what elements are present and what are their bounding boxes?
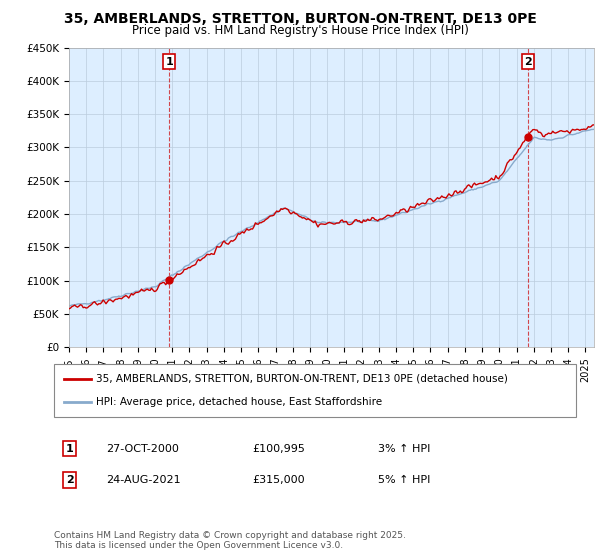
Text: 1: 1 (66, 444, 74, 454)
Text: Contains HM Land Registry data © Crown copyright and database right 2025.
This d: Contains HM Land Registry data © Crown c… (54, 531, 406, 550)
Text: 27-OCT-2000: 27-OCT-2000 (106, 444, 179, 454)
Text: £315,000: £315,000 (253, 475, 305, 485)
Text: 35, AMBERLANDS, STRETTON, BURTON-ON-TRENT, DE13 0PE: 35, AMBERLANDS, STRETTON, BURTON-ON-TREN… (64, 12, 536, 26)
Text: 2: 2 (66, 475, 74, 485)
Text: Price paid vs. HM Land Registry's House Price Index (HPI): Price paid vs. HM Land Registry's House … (131, 24, 469, 36)
Text: HPI: Average price, detached house, East Staffordshire: HPI: Average price, detached house, East… (96, 397, 382, 407)
FancyBboxPatch shape (54, 364, 576, 417)
Text: 24-AUG-2021: 24-AUG-2021 (106, 475, 181, 485)
Text: 2: 2 (524, 57, 532, 67)
Text: 3% ↑ HPI: 3% ↑ HPI (377, 444, 430, 454)
Text: £100,995: £100,995 (253, 444, 305, 454)
Text: 35, AMBERLANDS, STRETTON, BURTON-ON-TRENT, DE13 0PE (detached house): 35, AMBERLANDS, STRETTON, BURTON-ON-TREN… (96, 374, 508, 384)
Text: 1: 1 (166, 57, 173, 67)
Text: 5% ↑ HPI: 5% ↑ HPI (377, 475, 430, 485)
